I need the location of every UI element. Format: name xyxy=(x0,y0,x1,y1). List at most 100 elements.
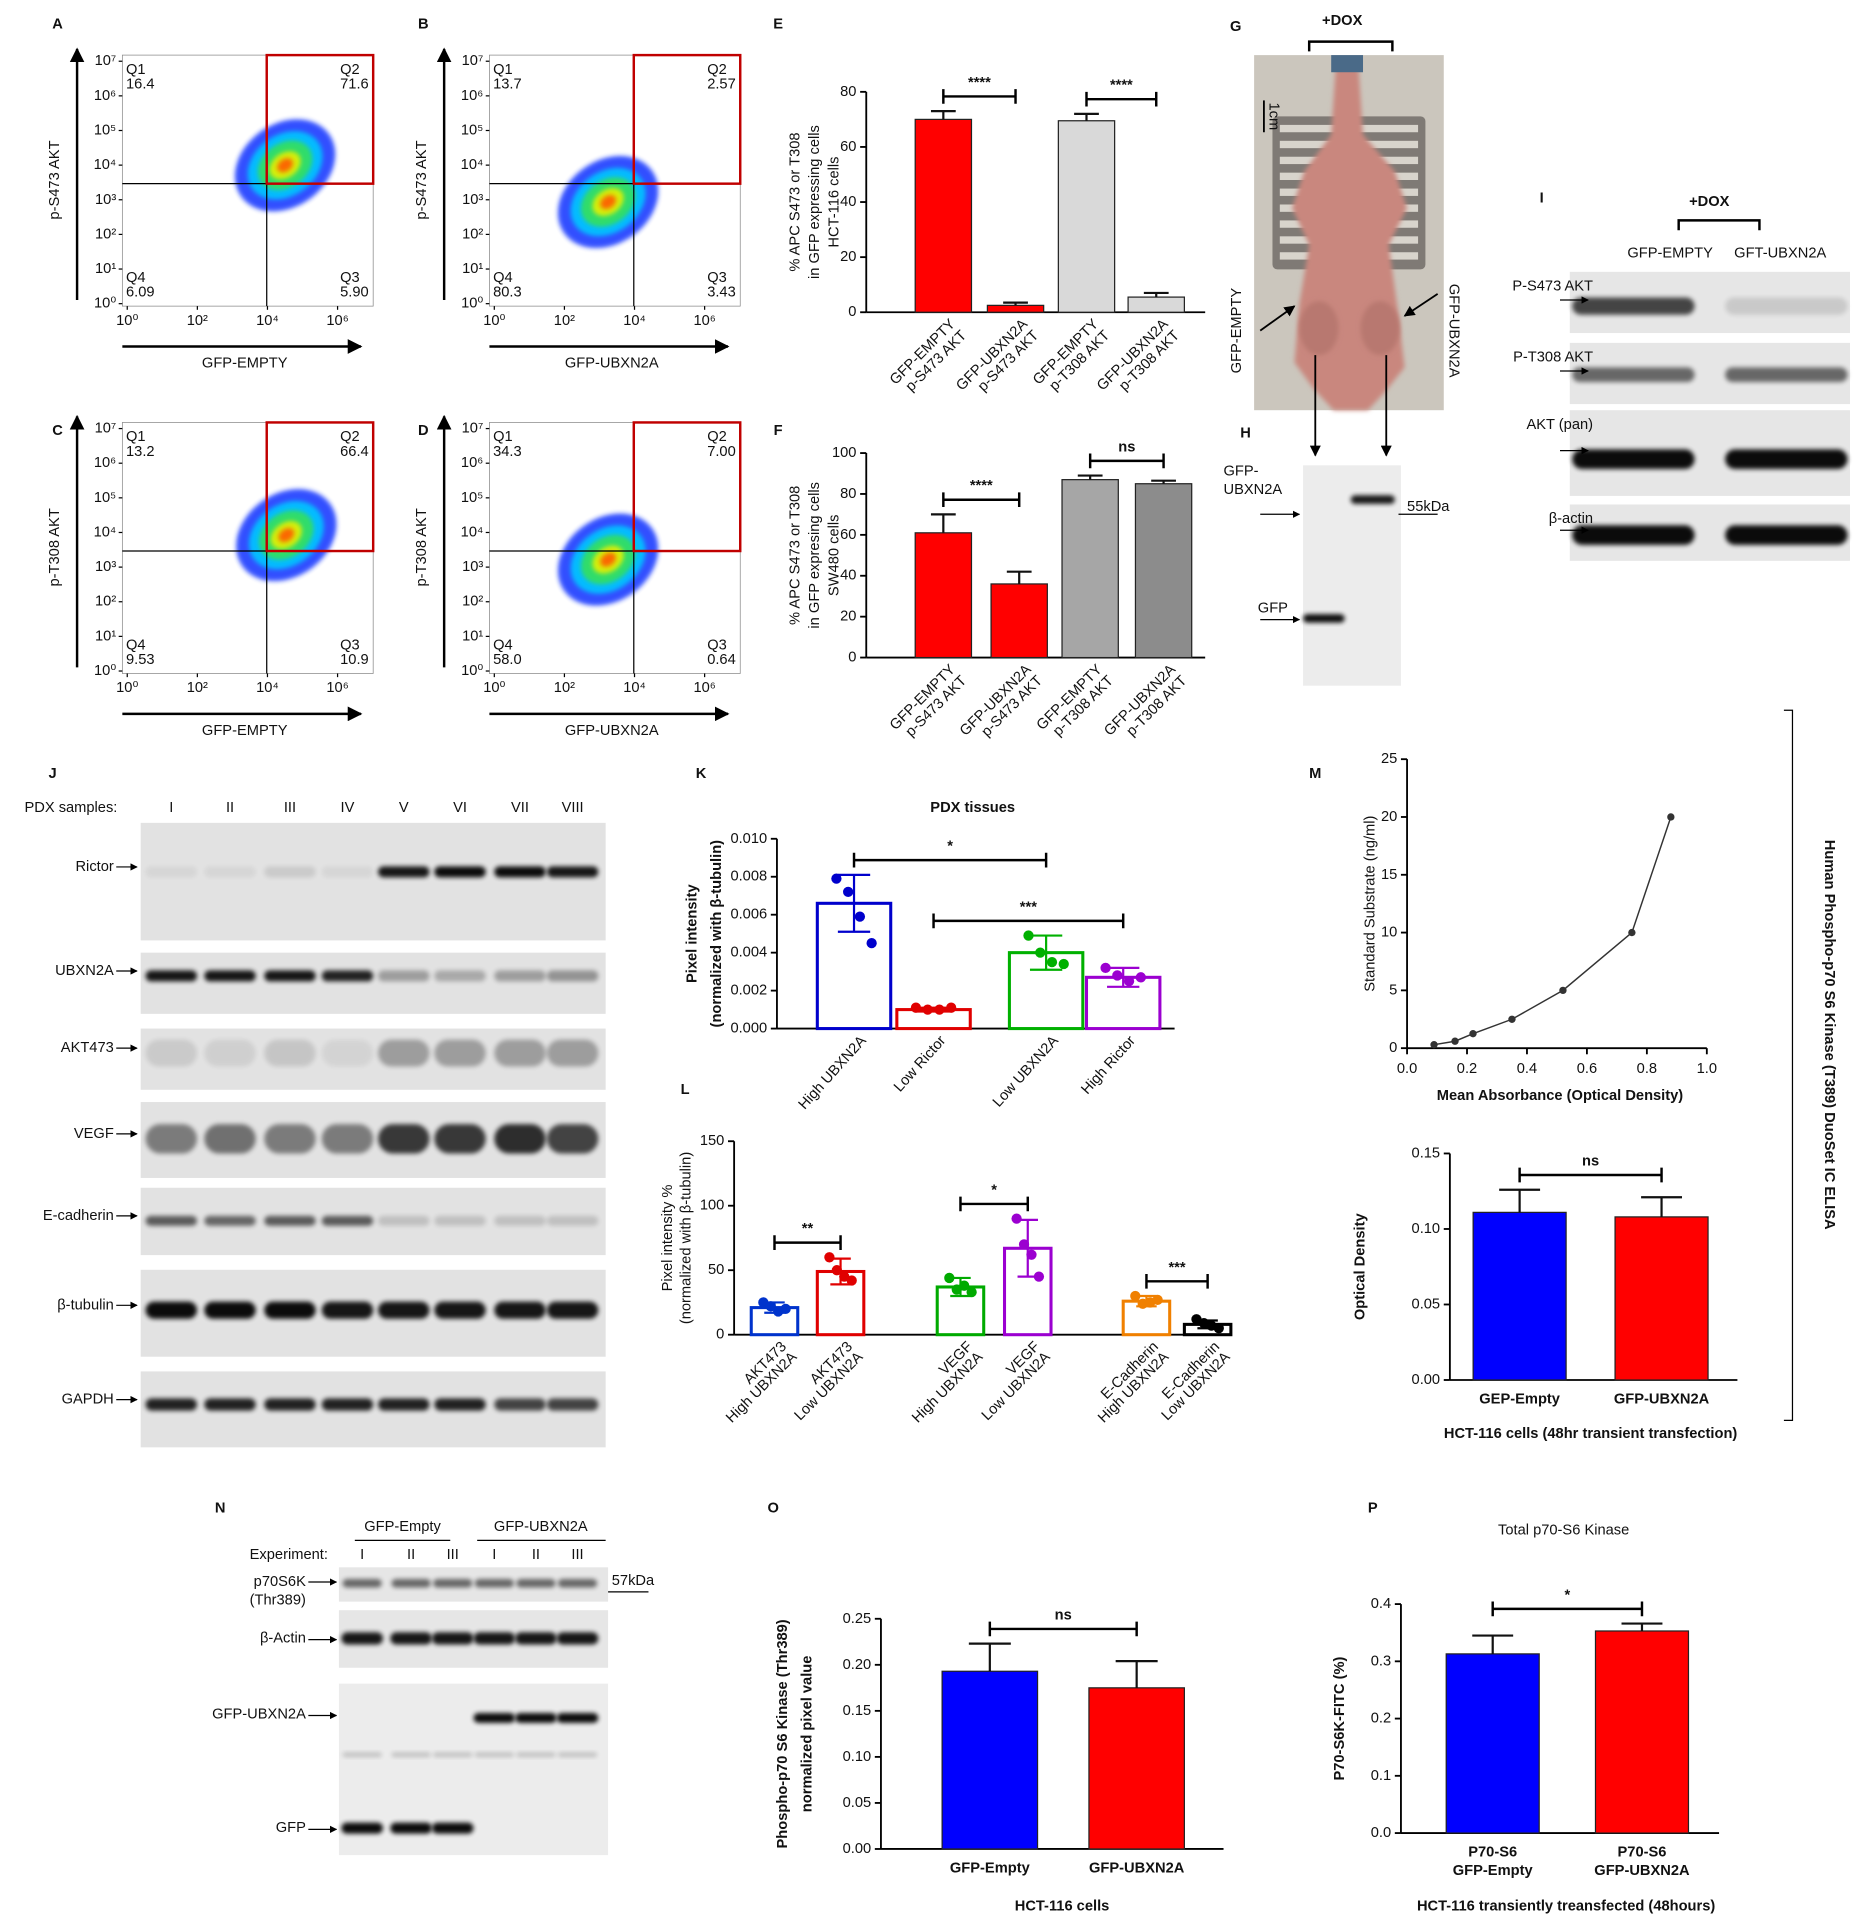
data-point xyxy=(1135,972,1146,983)
data-point xyxy=(831,873,842,884)
significance-bracket xyxy=(942,492,1021,508)
panel-letter: P xyxy=(1368,1501,1378,1517)
blot-band xyxy=(204,1301,256,1319)
lane-label: GFT-UBXN2A xyxy=(1734,245,1826,261)
y-axis-label: % APC S473 or T308 xyxy=(787,132,803,271)
blot-band xyxy=(494,1039,546,1067)
blot-band xyxy=(546,1301,599,1319)
y-tick-label: 80 xyxy=(840,84,856,100)
quadrant-name: Q1 xyxy=(493,62,513,78)
significance-bracket xyxy=(932,913,1125,929)
x-axis-label: GFP-UBXN2A xyxy=(565,723,659,739)
arrow xyxy=(1403,293,1439,317)
y-tick-label: 10 xyxy=(1381,925,1397,941)
y-axis-label: Pixel intensity xyxy=(685,883,701,983)
blot-band xyxy=(434,1215,486,1226)
significance-label: **** xyxy=(970,478,993,494)
blot-band xyxy=(321,1215,374,1226)
y-tick-label: 0.3 xyxy=(1371,1653,1391,1669)
x-tick-label: 10⁶ xyxy=(693,313,715,329)
quadrant-name: Q4 xyxy=(126,270,146,286)
quadrant-value: 13.2 xyxy=(126,444,155,460)
y-axis-label: P70-S6K-FITC (%) xyxy=(1332,1656,1348,1780)
blot-band xyxy=(390,1822,432,1834)
data-point xyxy=(1123,975,1135,987)
bar xyxy=(914,532,973,659)
blot-band xyxy=(431,1632,474,1645)
x-tick-label: Low Rictor xyxy=(891,1033,949,1095)
significance-bracket xyxy=(1088,453,1165,469)
blot-band xyxy=(1572,297,1695,315)
blot-band xyxy=(494,1398,546,1411)
error-bar xyxy=(1151,479,1176,484)
row-label: β-Actin xyxy=(260,1630,306,1646)
data-point xyxy=(966,1286,977,1298)
x-tick-label: P70-S6 xyxy=(1468,1845,1517,1861)
x-axis-label: GFP-EMPTY xyxy=(202,356,288,372)
data-point xyxy=(1152,1294,1163,1306)
x-tick-label: 10² xyxy=(554,313,575,329)
y-tick-label: 0.15 xyxy=(843,1703,872,1719)
y-tick-label: 10² xyxy=(462,226,483,242)
x-tick-label: 10⁰ xyxy=(483,680,505,696)
x-axis-label: GFP-EMPTY xyxy=(202,723,288,739)
y-axis-label: p-S473 AKT xyxy=(414,140,430,219)
y-tick-label: 10¹ xyxy=(95,628,116,644)
row-label: GFP xyxy=(276,1820,306,1836)
gate xyxy=(632,53,742,185)
data-point xyxy=(1213,1323,1224,1334)
bar xyxy=(1472,1211,1567,1381)
blot-band xyxy=(378,1039,430,1067)
x-tick-label: 10⁴ xyxy=(256,313,279,329)
blot-band xyxy=(494,970,546,982)
x-tick-label: Low UBXN2A xyxy=(990,1033,1062,1111)
blot-band xyxy=(378,1398,430,1411)
y-tick-label: 10⁴ xyxy=(461,524,484,540)
y-tick-label: 0.05 xyxy=(843,1795,872,1811)
bar xyxy=(1614,1216,1709,1381)
quadrant-name: Q3 xyxy=(707,270,727,286)
blot-band xyxy=(433,1752,473,1758)
x-axis-label: GFP-UBXN2A xyxy=(565,356,659,372)
blot-band xyxy=(546,866,599,878)
row-label: β-tubulin xyxy=(57,1297,114,1313)
bar xyxy=(941,1670,1039,1850)
quadrant-value: 58.0 xyxy=(493,652,522,668)
blot-band xyxy=(546,1215,599,1226)
error-bar xyxy=(1003,301,1028,306)
blot-band xyxy=(378,866,430,878)
y-tick-label: 10³ xyxy=(95,559,116,575)
quadrant-name: Q2 xyxy=(707,429,727,445)
error-bar xyxy=(1115,1660,1158,1688)
row-label: (Thr389) xyxy=(250,1592,306,1608)
lane-label: VII xyxy=(511,800,529,816)
data-point xyxy=(780,1303,791,1315)
panel-letter: C xyxy=(52,423,63,439)
quadrant-value: 2.57 xyxy=(707,76,736,92)
y-tick-label: 20 xyxy=(840,609,856,625)
row-label: UBXN2A xyxy=(55,963,114,979)
y-tick-label: 10⁵ xyxy=(94,490,116,506)
x-tick-label: 0.6 xyxy=(1577,1061,1597,1077)
blot-band xyxy=(474,1752,514,1758)
blot-band xyxy=(145,970,197,982)
y-tick-label: 0.002 xyxy=(730,983,767,999)
y-tick-label: 0.20 xyxy=(843,1657,872,1673)
lane-label: III xyxy=(571,1547,583,1563)
significance-bracket xyxy=(852,852,1048,868)
significance-bracket xyxy=(1085,91,1158,107)
blot-band xyxy=(321,970,374,982)
y-tick-label: 10² xyxy=(95,226,116,242)
x-tick-label: 10⁴ xyxy=(623,313,646,329)
quadrant-value: 34.3 xyxy=(493,444,522,460)
blot-band xyxy=(341,1822,383,1834)
photo-cap xyxy=(1331,55,1364,73)
blot-band xyxy=(321,1301,374,1319)
scale-label: 1cm xyxy=(1266,102,1282,130)
lane-label: III xyxy=(284,800,296,816)
data-point xyxy=(1033,1271,1045,1282)
data-point xyxy=(1023,930,1034,941)
